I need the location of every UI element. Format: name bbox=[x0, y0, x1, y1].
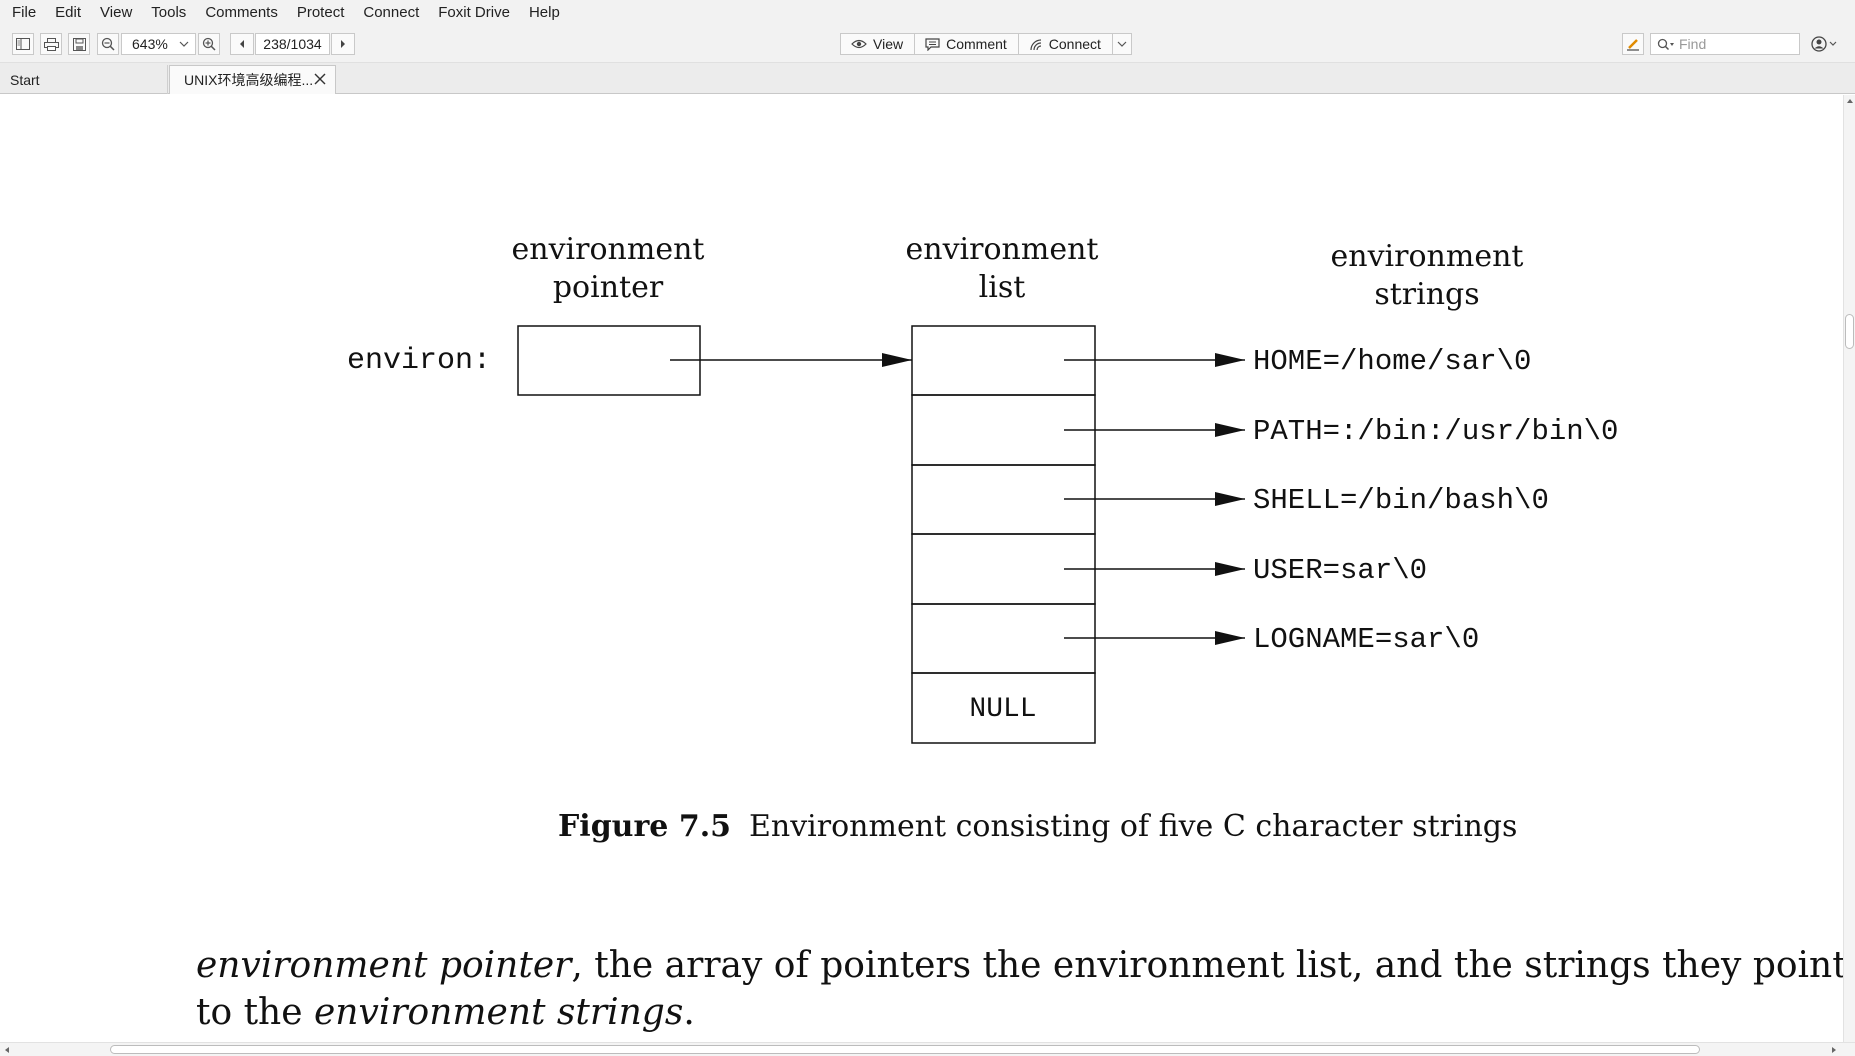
zoom-out-icon bbox=[101, 37, 115, 51]
strings-header-line2: strings bbox=[1374, 277, 1479, 312]
floppy-icon bbox=[72, 37, 86, 51]
comment-icon bbox=[925, 37, 940, 51]
mode-dropdown-button[interactable] bbox=[1113, 34, 1131, 54]
zoom-out-button[interactable] bbox=[97, 33, 119, 55]
vertical-scroll-thumb[interactable] bbox=[1845, 314, 1854, 349]
env-string: PATH=:/bin:/usr/bin\0 bbox=[1253, 415, 1618, 448]
body-line-2: to the environment strings. bbox=[196, 989, 1843, 1036]
pointer-header-line2: pointer bbox=[553, 270, 664, 305]
tab-bar: Start UNIX环境高级编程... bbox=[0, 63, 1855, 94]
strings-header-line1: environment bbox=[1331, 239, 1524, 274]
view-mode-button[interactable]: View bbox=[841, 34, 916, 54]
menu-connect[interactable]: Connect bbox=[363, 4, 420, 21]
find-field[interactable]: Find bbox=[1650, 33, 1800, 55]
close-icon[interactable] bbox=[313, 72, 327, 86]
env-string: SHELL=/bin/bash\0 bbox=[1253, 484, 1549, 517]
tab-document[interactable]: UNIX环境高级编程... bbox=[169, 65, 336, 94]
page-number-value: 238/1034 bbox=[263, 36, 322, 52]
figure-caption: Figure 7.5 Environment consisting of five… bbox=[558, 809, 1517, 844]
body-italic-term: environment pointer bbox=[196, 945, 572, 986]
body-paragraph: environment pointer, the array of pointe… bbox=[196, 942, 1843, 1036]
env-string: USER=sar\0 bbox=[1253, 554, 1427, 587]
search-icon bbox=[1657, 38, 1674, 50]
find-placeholder: Find bbox=[1679, 36, 1707, 52]
page-number-field[interactable]: 238/1034 bbox=[255, 33, 330, 55]
highlight-tool-button[interactable] bbox=[1622, 33, 1644, 55]
printer-icon bbox=[43, 37, 59, 51]
connect-icon bbox=[1030, 38, 1041, 50]
horizontal-scroll-thumb[interactable] bbox=[110, 1045, 1700, 1054]
tab-start[interactable]: Start bbox=[0, 65, 168, 94]
list-cell-null bbox=[911, 672, 1096, 744]
env-string: LOGNAME=sar\0 bbox=[1253, 623, 1479, 656]
figure-caption-text: Environment consisting of five C charact… bbox=[749, 809, 1518, 844]
menu-help[interactable]: Help bbox=[528, 4, 560, 21]
env-string: HOME=/home/sar\0 bbox=[1253, 345, 1531, 378]
zoom-select[interactable]: 643% bbox=[121, 33, 196, 55]
body-text: , the array of pointers the environment … bbox=[571, 945, 1843, 986]
horizontal-scrollbar[interactable] bbox=[0, 1042, 1855, 1056]
view-mode-label: View bbox=[873, 36, 904, 52]
sidebar-toggle-button[interactable] bbox=[12, 33, 34, 55]
figure-number: Figure 7.5 bbox=[558, 809, 732, 844]
tab-start-label: Start bbox=[10, 71, 40, 88]
zoom-value: 643% bbox=[132, 36, 168, 52]
save-button[interactable] bbox=[68, 33, 90, 55]
comment-mode-label: Comment bbox=[946, 36, 1007, 52]
menu-view[interactable]: View bbox=[100, 4, 133, 21]
highlighter-icon bbox=[1627, 39, 1639, 51]
body-text: to the bbox=[196, 992, 314, 1033]
list-header-line1: environment bbox=[906, 232, 1099, 267]
environ-label: environ: bbox=[347, 344, 491, 378]
arrow-right-icon bbox=[341, 40, 345, 48]
mode-group: View Comment Connect bbox=[840, 33, 1132, 55]
menu-edit[interactable]: Edit bbox=[55, 4, 82, 21]
body-text: . bbox=[683, 992, 695, 1033]
scroll-left-icon[interactable] bbox=[3, 1046, 11, 1054]
chevron-down-icon bbox=[179, 41, 189, 47]
pointer-header-line1: environment bbox=[512, 232, 705, 267]
body-line-1: environment pointer, the array of pointe… bbox=[196, 942, 1843, 989]
zoom-in-icon bbox=[202, 37, 216, 51]
menu-bar: File Edit View Tools Comments Protect Co… bbox=[0, 0, 1855, 25]
environment-diagram: environment pointer environment list env… bbox=[347, 232, 1618, 744]
body-italic-term: environment strings bbox=[313, 992, 684, 1033]
chevron-down-icon bbox=[1117, 41, 1127, 47]
vertical-scrollbar[interactable] bbox=[1843, 95, 1855, 1042]
zoom-in-button[interactable] bbox=[198, 33, 220, 55]
tab-document-label: UNIX环境高级编程... bbox=[184, 72, 314, 88]
comment-mode-button[interactable]: Comment bbox=[915, 34, 1019, 54]
user-icon bbox=[1811, 36, 1837, 52]
print-button[interactable] bbox=[40, 33, 62, 55]
scroll-up-icon[interactable] bbox=[1846, 97, 1854, 105]
prev-page-button[interactable] bbox=[230, 33, 254, 55]
null-label: NULL bbox=[969, 694, 1036, 725]
toolbar: 643% 238/1034 View Comment Connect bbox=[0, 25, 1855, 63]
document-viewport[interactable]: environment pointer environment list env… bbox=[0, 95, 1843, 1042]
next-page-button[interactable] bbox=[331, 33, 355, 55]
connect-mode-label: Connect bbox=[1048, 36, 1101, 52]
menu-foxit-drive[interactable]: Foxit Drive bbox=[438, 4, 510, 21]
account-button[interactable] bbox=[1806, 33, 1846, 55]
panel-icon bbox=[16, 38, 30, 50]
menu-file[interactable]: File bbox=[12, 4, 37, 21]
scroll-right-icon[interactable] bbox=[1830, 1046, 1838, 1054]
connect-mode-button[interactable]: Connect bbox=[1019, 34, 1113, 54]
arrow-left-icon bbox=[240, 40, 244, 48]
list-header-line2: list bbox=[979, 270, 1026, 305]
menu-protect[interactable]: Protect bbox=[296, 4, 345, 21]
menu-tools[interactable]: Tools bbox=[151, 4, 187, 21]
eye-icon bbox=[851, 39, 867, 49]
menu-comments[interactable]: Comments bbox=[205, 4, 278, 21]
